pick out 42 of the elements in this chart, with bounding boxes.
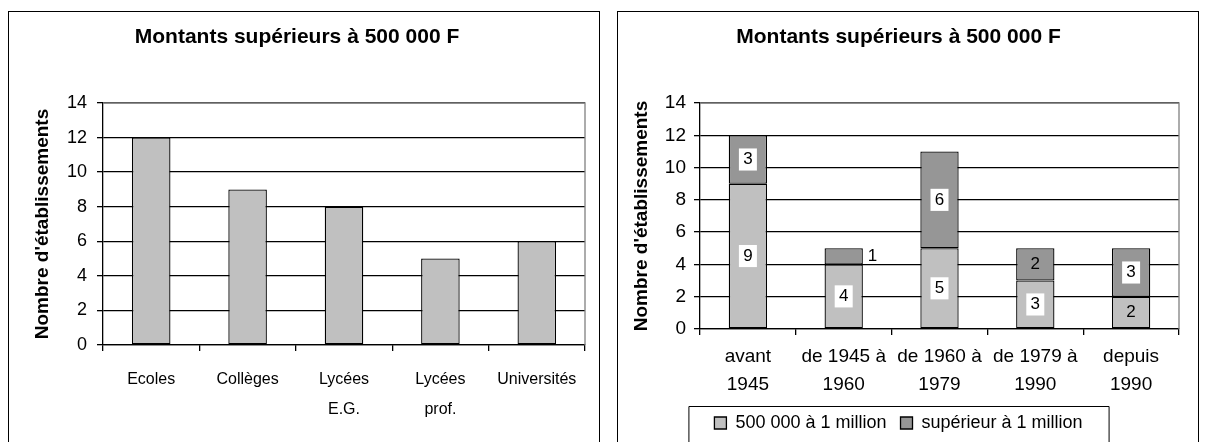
data-label: 9: [743, 245, 753, 265]
x-tick-label: de 1960 à 1979: [897, 345, 983, 395]
chart-title: Montants supérieurs à 500 000 F: [134, 24, 460, 48]
x-tick-label: Collèges: [216, 370, 279, 388]
y-tick-label: 12: [66, 126, 87, 147]
y-tick-label: 4: [76, 264, 87, 285]
x-tick-label: Universités: [497, 370, 577, 388]
y-tick-label: 2: [675, 284, 686, 306]
y-tick-label: 4: [675, 252, 687, 274]
y-tick-label: 0: [76, 333, 87, 354]
y-tick-label: 14: [66, 91, 87, 112]
x-tick-label: Ecoles: [127, 370, 176, 388]
data-label: 1: [867, 246, 878, 266]
y-tick-label: 6: [675, 220, 686, 242]
data-label: 3: [1126, 262, 1136, 282]
data-label: 5: [934, 278, 945, 298]
data-label: 6: [934, 189, 945, 209]
x-tick-label: avant 1945: [724, 345, 772, 395]
y-axis-title: Nombre d'établissements: [629, 100, 651, 332]
data-label: 2: [1126, 302, 1136, 322]
data-label: 3: [743, 149, 753, 169]
y-tick-label: 10: [66, 161, 87, 182]
y-tick-label: 8: [675, 188, 686, 210]
x-tick-label: de 1979 à 1990: [993, 345, 1078, 395]
data-label: 3: [1030, 294, 1041, 314]
y-tick-label: 8: [76, 195, 87, 216]
data-label: 2: [1030, 254, 1041, 274]
legend-label: 500 000 à 1 million: [735, 411, 887, 432]
y-tick-label: 0: [675, 317, 686, 339]
y-tick-label: 10: [664, 155, 686, 177]
y-tick-label: 6: [76, 230, 87, 251]
y-axis-title: Nombre d'établissements: [30, 108, 52, 340]
chart-title: Montants supérieurs à 500 000 F: [736, 24, 1061, 48]
x-tick-label: de 1945 à 1960: [801, 345, 887, 395]
y-tick-label: 2: [76, 299, 87, 320]
y-tick-label: 12: [664, 123, 686, 145]
x-tick-label: Lycées E.G.: [318, 370, 370, 417]
data-label: 4: [838, 286, 849, 306]
x-tick-label: depuis 1990: [1103, 345, 1160, 395]
legend-label: supérieur à 1 million: [921, 411, 1083, 432]
x-tick-label: Lycées prof.: [415, 370, 466, 417]
y-tick-label: 14: [664, 91, 687, 113]
